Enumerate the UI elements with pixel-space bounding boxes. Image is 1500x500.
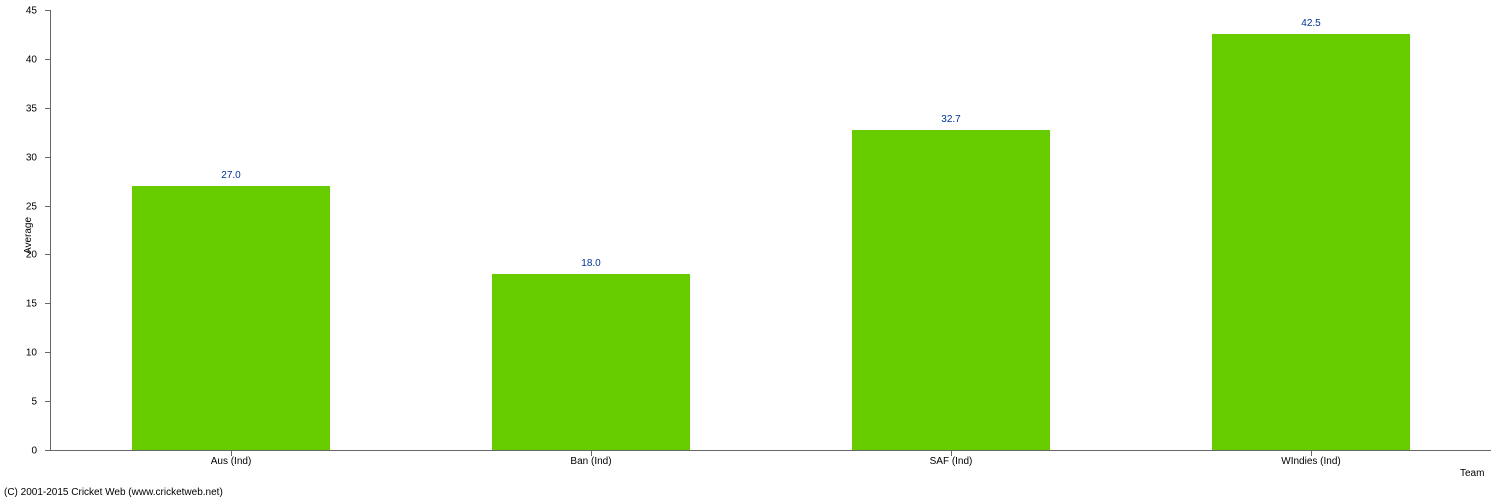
x-tick-label: SAF (Ind) (930, 456, 973, 467)
chart-container: 0 5 10 15 20 25 30 35 40 45 27.0 Aus (Ind) 18.0 Ban (… (0, 0, 1500, 500)
y-tick: 25 (45, 206, 51, 207)
y-tick: 30 (45, 157, 51, 158)
x-tick-label: WIndies (Ind) (1281, 456, 1340, 467)
y-tick: 40 (45, 59, 51, 60)
bar: 42.5 (1212, 34, 1410, 450)
y-tick: 10 (45, 352, 51, 353)
y-tick-label: 35 (26, 103, 37, 114)
bar-value-label: 32.7 (941, 114, 960, 125)
copyright-footer: (C) 2001-2015 Cricket Web (www.cricketwe… (4, 487, 223, 498)
plot-area: 05101520253035404527.0Aus (Ind)18.0Ban (… (50, 10, 1491, 451)
y-tick-label: 30 (26, 152, 37, 163)
x-tick-label: Ban (Ind) (570, 456, 611, 467)
x-axis-label: Team (1460, 468, 1484, 479)
bar-value-label: 42.5 (1301, 18, 1320, 29)
y-tick: 5 (45, 401, 51, 402)
bar: 32.7 (852, 130, 1050, 450)
y-tick-label: 10 (26, 348, 37, 359)
bar: 27.0 (132, 186, 330, 450)
y-tick-label: 25 (26, 201, 37, 212)
y-tick-label: 0 (31, 446, 37, 457)
y-tick: 45 (45, 10, 51, 11)
bar-value-label: 18.0 (581, 258, 600, 269)
y-tick-label: 5 (31, 397, 37, 408)
y-tick: 0 (45, 450, 51, 451)
x-tick-label: Aus (Ind) (211, 456, 252, 467)
y-tick-label: 40 (26, 54, 37, 65)
y-tick-label: 45 (26, 6, 37, 17)
bar-value-label: 27.0 (221, 170, 240, 181)
y-axis-label: Average (23, 217, 34, 254)
bar: 18.0 (492, 274, 690, 450)
y-tick-label: 15 (26, 299, 37, 310)
y-tick: 35 (45, 108, 51, 109)
y-tick: 15 (45, 303, 51, 304)
y-tick: 20 (45, 254, 51, 255)
